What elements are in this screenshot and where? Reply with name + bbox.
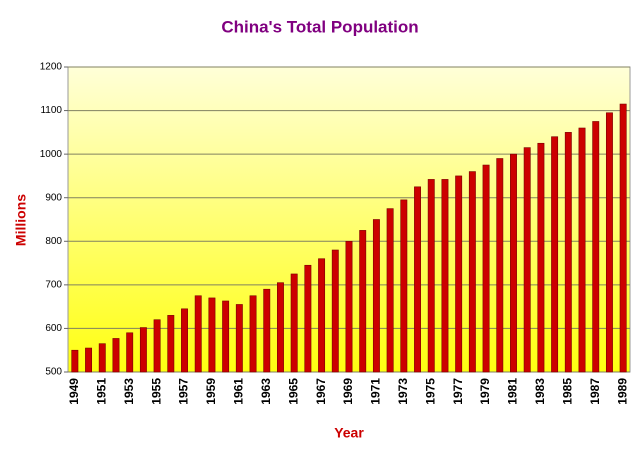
x-tick-label: 1977 (451, 378, 465, 405)
bar (85, 347, 93, 373)
x-tick-label: 1955 (149, 378, 163, 405)
bar (592, 121, 600, 373)
bar (482, 164, 490, 373)
bar (455, 175, 463, 373)
y-tick-label: 700 (45, 279, 62, 290)
y-tick-label: 600 (45, 323, 62, 334)
x-tick-label: 1981 (506, 378, 520, 405)
y-tick-label: 500 (45, 367, 62, 378)
chart-title: China's Total Population (221, 17, 418, 36)
bar (235, 304, 243, 373)
y-tick-label: 900 (45, 192, 62, 203)
x-tick-label: 1973 (396, 378, 410, 405)
bar (359, 230, 367, 373)
bar (537, 142, 545, 373)
x-tick-label: 1961 (232, 378, 246, 405)
bar (441, 179, 449, 373)
x-tick-label: 1987 (588, 378, 602, 405)
bar (345, 240, 353, 373)
bar (153, 319, 161, 373)
x-tick-label: 1969 (341, 378, 355, 405)
y-tick-label: 1000 (40, 149, 63, 160)
bar (564, 132, 572, 373)
bar (98, 343, 106, 373)
x-tick-label: 1967 (314, 378, 328, 405)
y-tick-label: 800 (45, 236, 62, 247)
bar (167, 315, 175, 373)
bar (386, 208, 394, 373)
y-tick-label: 1100 (40, 105, 62, 116)
bar (208, 297, 216, 373)
bar (496, 158, 504, 373)
x-tick-label: 1983 (533, 378, 547, 405)
y-axis-label: Millions (13, 194, 29, 246)
x-tick-label: 1959 (204, 378, 218, 405)
bar (194, 295, 202, 373)
bar (277, 282, 284, 373)
bar (578, 127, 586, 373)
x-tick-label: 1975 (423, 378, 437, 405)
x-tick-label: 1957 (177, 378, 191, 405)
bar (510, 153, 517, 373)
bar (222, 300, 230, 373)
bar (427, 179, 435, 373)
bar (605, 112, 613, 373)
bar (181, 308, 188, 373)
x-tick-label: 1965 (286, 378, 300, 405)
bar (290, 273, 298, 373)
bar (372, 219, 380, 373)
bar (551, 136, 559, 373)
x-tick-label: 1963 (259, 378, 273, 405)
bar (249, 295, 257, 373)
x-tick-label: 1951 (94, 378, 108, 405)
x-tick-label: 1985 (560, 378, 574, 405)
x-tick-label: 1979 (478, 378, 492, 405)
bar (139, 327, 147, 373)
bar (414, 186, 421, 373)
bar (400, 199, 408, 373)
x-tick-label: 1949 (67, 378, 81, 405)
bar (523, 147, 531, 373)
x-tick-label: 1953 (122, 378, 136, 405)
bar (468, 171, 476, 373)
bar (619, 103, 627, 373)
bar (331, 249, 339, 373)
bar (126, 332, 134, 373)
bar (71, 349, 79, 373)
x-axis-label: Year (334, 425, 364, 441)
bar (112, 338, 120, 373)
bar (318, 258, 326, 373)
y-tick-label: 1200 (40, 62, 63, 73)
bar (304, 264, 312, 373)
bar (263, 288, 271, 373)
x-tick-label: 1971 (369, 378, 383, 405)
x-tick-label: 1989 (615, 378, 629, 405)
